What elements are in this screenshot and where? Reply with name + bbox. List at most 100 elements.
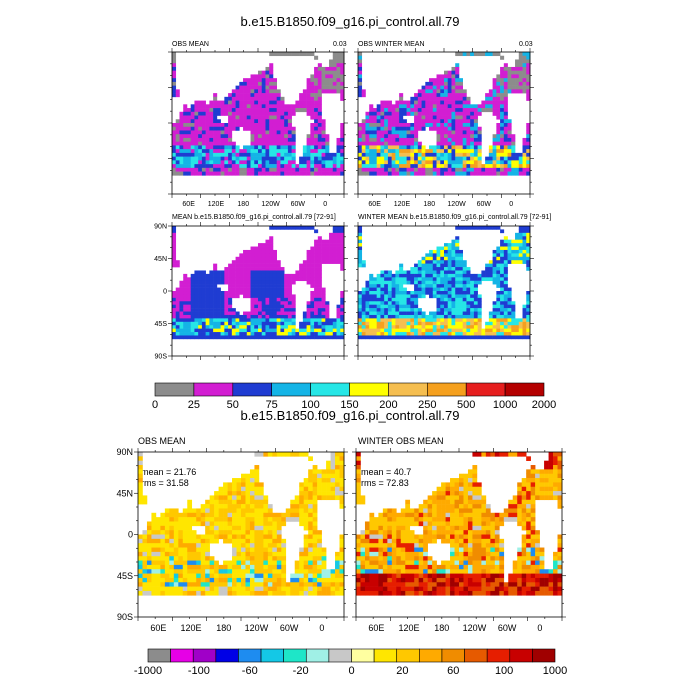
lon-tick-label: 120W: [261, 201, 280, 208]
colorbar-box: [310, 382, 350, 397]
colorbar-box: [215, 648, 239, 663]
map-panel-p4: [354, 222, 534, 360]
colorbar-label: 1000: [493, 399, 517, 411]
colorbar-label: -100: [188, 665, 210, 677]
panel5-title: OBS MEAN: [138, 436, 186, 446]
panel2-right-label: 0.03: [519, 41, 533, 48]
lon-tick-label: 60W: [291, 201, 306, 208]
colorbar-box: [486, 648, 511, 663]
panel6-rms: rms = 72.83: [361, 478, 409, 488]
colorbar-label: 2000: [532, 399, 556, 411]
lat-tick-label: 90S: [117, 612, 133, 622]
colorbar-label: 0: [152, 399, 158, 411]
colorbar-label: -1000: [134, 665, 162, 677]
panel1-title: OBS MEAN: [172, 41, 209, 48]
colorbar-box: [154, 382, 195, 397]
lon-tick-label: 120W: [463, 623, 487, 633]
colorbar-box: [509, 648, 533, 663]
lon-tick-label: 60W: [280, 623, 299, 633]
lat-tick-label: 45S: [155, 321, 168, 328]
colorbar-box: [260, 648, 284, 663]
colorbar-top: [154, 382, 545, 397]
colorbar-box: [283, 648, 307, 663]
lon-tick-label: 180: [423, 201, 435, 208]
panel5-mean: mean = 21.76: [141, 467, 197, 477]
colorbar-box: [504, 382, 545, 397]
colorbar-label: 150: [340, 399, 358, 411]
lat-tick-label: 90S: [155, 353, 168, 360]
colorbar-box: [328, 648, 352, 663]
colorbar-label: -60: [242, 665, 258, 677]
lon-tick-label: 120E: [208, 201, 225, 208]
panel4-title: WINTER MEAN b.e15.B1850.f09_g16.pi_contr…: [358, 214, 552, 221]
panel6-title: WINTER OBS MEAN: [358, 436, 444, 446]
colorbar-bottom: [147, 648, 556, 663]
colorbar-label: -20: [293, 665, 309, 677]
colorbar-box: [349, 382, 389, 397]
figure-title-top: b.e15.B1850.f09_g16.pi_control.all.79: [240, 14, 460, 29]
colorbar-box: [147, 648, 171, 663]
colorbar-box: [193, 382, 234, 397]
lon-tick-label: 180: [216, 623, 231, 633]
lon-tick-label: 0: [537, 623, 542, 633]
colorbar-label: 100: [301, 399, 319, 411]
colorbar-label: 200: [379, 399, 397, 411]
colorbar-box: [305, 648, 330, 663]
lon-tick-label: 0: [509, 201, 513, 208]
panel1-right-label: 0.03: [333, 41, 347, 48]
colorbar-box: [465, 382, 506, 397]
lon-tick-label: 60E: [182, 201, 195, 208]
colorbar-box: [464, 648, 488, 663]
lon-tick-label: 60E: [150, 623, 166, 633]
lon-tick-label: 120E: [399, 623, 420, 633]
colorbar-box: [532, 648, 556, 663]
lon-tick-label: 180: [434, 623, 449, 633]
lon-tick-label: 120W: [447, 201, 466, 208]
map-panel-p1: [168, 48, 348, 198]
colorbar-box: [426, 382, 467, 397]
lat-tick-label: 45S: [117, 571, 133, 581]
colorbar-box: [192, 648, 217, 663]
colorbar-box: [232, 382, 273, 397]
colorbar-box: [373, 648, 398, 663]
colorbar-label: 50: [227, 399, 239, 411]
lon-tick-label: 60E: [368, 201, 381, 208]
colorbar-label: 60: [447, 665, 459, 677]
colorbar-box: [388, 382, 428, 397]
panel3-title: MEAN b.e15.B1850.f09_g16.pi_control.all.…: [172, 214, 336, 221]
panel5-rms: rms = 31.58: [141, 478, 189, 488]
lat-tick-label: 90N: [116, 447, 133, 457]
colorbar-box: [238, 648, 262, 663]
lon-tick-label: 0: [319, 623, 324, 633]
lon-tick-label: 60W: [477, 201, 492, 208]
colorbar-label: 100: [495, 665, 513, 677]
panel6-mean: mean = 40.7: [361, 467, 412, 477]
colorbar-box: [271, 382, 311, 397]
lon-tick-label: 180: [237, 201, 249, 208]
panel2-title: OBS WINTER MEAN: [358, 41, 425, 48]
colorbar-label: 1000: [543, 665, 567, 677]
colorbar-label: 20: [396, 665, 408, 677]
lat-tick-label: 90N: [154, 223, 167, 230]
lon-tick-label: 60E: [368, 623, 384, 633]
colorbar-label: 250: [418, 399, 436, 411]
colorbar-label: 75: [266, 399, 278, 411]
lon-tick-label: 0: [323, 201, 327, 208]
colorbar-box: [351, 648, 375, 663]
map-panel-p2: [354, 48, 534, 198]
lat-tick-label: 45N: [154, 256, 167, 263]
lat-tick-label: 45N: [116, 488, 133, 498]
colorbar-label: 500: [457, 399, 475, 411]
colorbar-label: 25: [188, 399, 200, 411]
colorbar-box: [419, 648, 443, 663]
map-panel-p6: [352, 448, 566, 621]
map-panel-p3: [168, 222, 348, 360]
lon-tick-label: 120W: [245, 623, 269, 633]
colorbar-box: [441, 648, 465, 663]
lon-tick-label: 120E: [394, 201, 411, 208]
map-panel-p5: [134, 448, 348, 621]
lat-tick-label: 0: [128, 530, 133, 540]
colorbar-label: 0: [348, 665, 354, 677]
colorbar-box: [170, 648, 194, 663]
